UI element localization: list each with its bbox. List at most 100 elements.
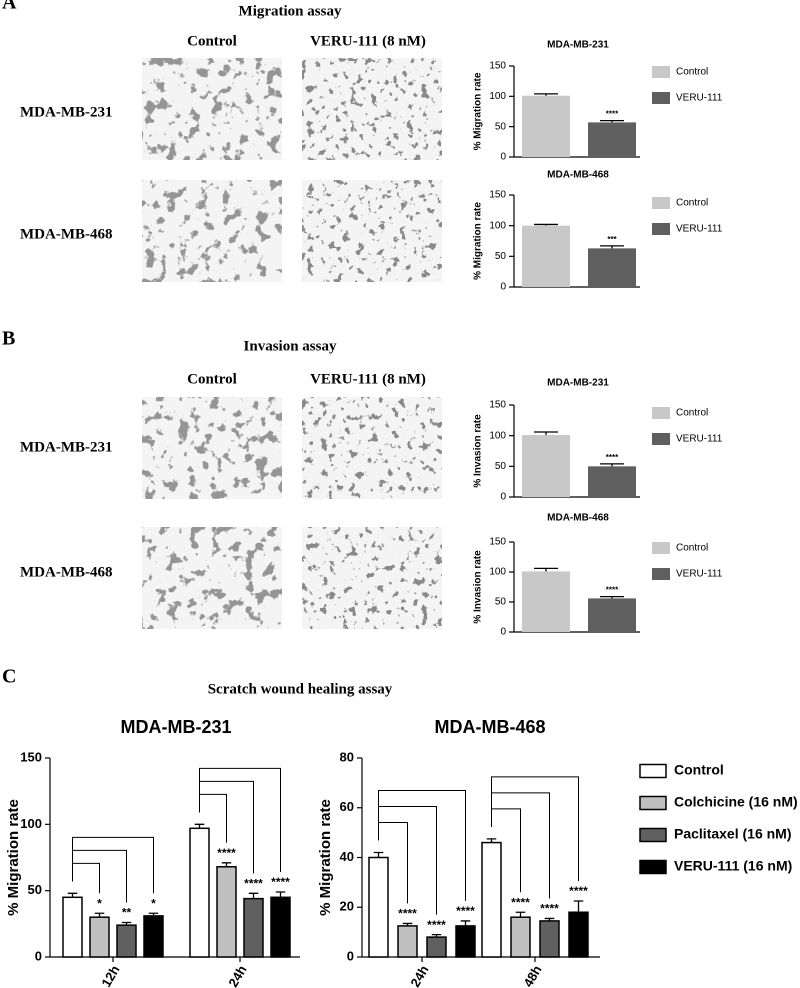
y-tick-label: 20 <box>340 899 354 914</box>
bar <box>455 925 476 958</box>
row-label: MDA-MB-468 <box>20 226 112 242</box>
bar <box>588 248 636 287</box>
bar <box>368 856 389 958</box>
y-tick-label: 150 <box>489 61 506 72</box>
error-bar <box>600 119 624 123</box>
y-tick-label: 50 <box>28 882 42 897</box>
error-bar <box>94 912 105 918</box>
comparison-bracket <box>491 776 579 882</box>
legend-swatch <box>652 407 670 419</box>
y-tick-label: 40 <box>340 849 354 864</box>
significance-label: **** <box>606 586 619 595</box>
y-tick-label: 0 <box>347 948 354 963</box>
legend-swatch <box>652 197 670 209</box>
comparison-bracket <box>72 836 154 894</box>
error-bar <box>460 920 471 926</box>
error-bar <box>275 891 286 898</box>
legend-label: VERU-111 <box>676 434 723 445</box>
error-bar <box>248 892 259 899</box>
column-header: Control <box>187 33 237 49</box>
y-tick-label: 100 <box>20 816 42 831</box>
error-bar <box>194 823 205 829</box>
significance-label: **** <box>244 876 263 890</box>
bar <box>216 866 237 958</box>
legend-swatch <box>652 542 670 554</box>
panel-label: B <box>2 328 15 350</box>
micrograph <box>142 58 282 160</box>
panel-title: Scratch wound healing assay <box>208 681 393 697</box>
y-tick-label: 80 <box>340 749 354 764</box>
significance-label: **** <box>456 904 475 918</box>
legend-swatch <box>639 795 667 811</box>
error-bar <box>600 595 624 599</box>
y-tick-label: 150 <box>489 190 506 201</box>
y-axis-label: % Migration rate <box>5 799 22 916</box>
legend-label: VERU-111 <box>676 93 723 104</box>
micrograph <box>142 180 282 282</box>
legend-swatch <box>652 92 670 104</box>
legend-swatch <box>639 859 667 875</box>
bar <box>189 827 210 958</box>
comparison-bracket <box>378 790 466 901</box>
legend-swatch <box>652 568 670 580</box>
row-label: MDA-MB-231 <box>20 439 112 455</box>
error-bar <box>402 922 413 926</box>
legend-label: Control <box>676 408 708 419</box>
error-bar <box>221 862 232 867</box>
chart-title: MDA-MB-231 <box>547 40 609 51</box>
error-bar <box>67 892 78 898</box>
significance-label: **** <box>271 875 290 889</box>
panel-label: C <box>2 666 16 688</box>
micrograph <box>302 527 442 629</box>
legend-label: Control <box>676 198 708 209</box>
error-bar <box>544 917 555 921</box>
legend-swatch <box>639 763 667 779</box>
bar <box>243 897 264 958</box>
y-tick-label: 150 <box>489 400 506 411</box>
bar <box>539 920 560 958</box>
error-bar <box>534 431 558 436</box>
error-bar <box>486 838 497 843</box>
chart-title: MDA-MB-468 <box>434 717 545 737</box>
bar <box>426 936 447 958</box>
y-axis-label: % Migration rate <box>473 72 484 150</box>
bar <box>481 841 502 958</box>
column-header: Control <box>187 371 237 387</box>
bar <box>588 122 636 157</box>
chart-title: MDA-MB-231 <box>547 378 609 389</box>
significance-label: **** <box>569 884 588 898</box>
y-axis-label: % Invasion rate <box>473 414 484 488</box>
legend-label: VERU-111 (16 nM) <box>674 858 792 874</box>
x-tick-label: 12h <box>98 963 122 988</box>
y-tick-label: 0 <box>500 492 506 503</box>
legend-swatch <box>652 223 670 235</box>
error-bar <box>534 567 558 572</box>
error-bar <box>534 223 558 226</box>
panel-label: A <box>2 0 17 14</box>
y-axis-label: % Migration rate <box>317 799 334 916</box>
chart-title: MDA-MB-468 <box>547 513 609 524</box>
micrograph <box>302 58 442 160</box>
bar <box>588 598 636 632</box>
legend-swatch <box>652 66 670 78</box>
chart-title: MDA-MB-231 <box>120 717 231 737</box>
error-bar <box>600 245 624 249</box>
y-tick-label: 0 <box>500 282 506 293</box>
significance-label: **** <box>606 453 619 462</box>
y-axis-label: % Invasion rate <box>473 550 484 624</box>
significance-label: **** <box>511 895 530 909</box>
significance-label: **** <box>540 902 559 916</box>
panel-title: Invasion assay <box>244 338 337 354</box>
y-tick-label: 60 <box>340 799 354 814</box>
y-axis-label: % Migration rate <box>473 202 484 280</box>
x-tick-label: 24h <box>407 963 431 988</box>
error-bar <box>121 921 132 926</box>
y-tick-label: 100 <box>489 220 506 231</box>
significance-label: **** <box>606 110 619 119</box>
legend-swatch <box>639 827 667 843</box>
bar <box>568 911 589 958</box>
y-tick-label: 150 <box>489 537 506 548</box>
micrograph <box>302 397 442 499</box>
column-header: VERU-111 (8 nM) <box>310 371 426 387</box>
bar <box>270 896 291 958</box>
